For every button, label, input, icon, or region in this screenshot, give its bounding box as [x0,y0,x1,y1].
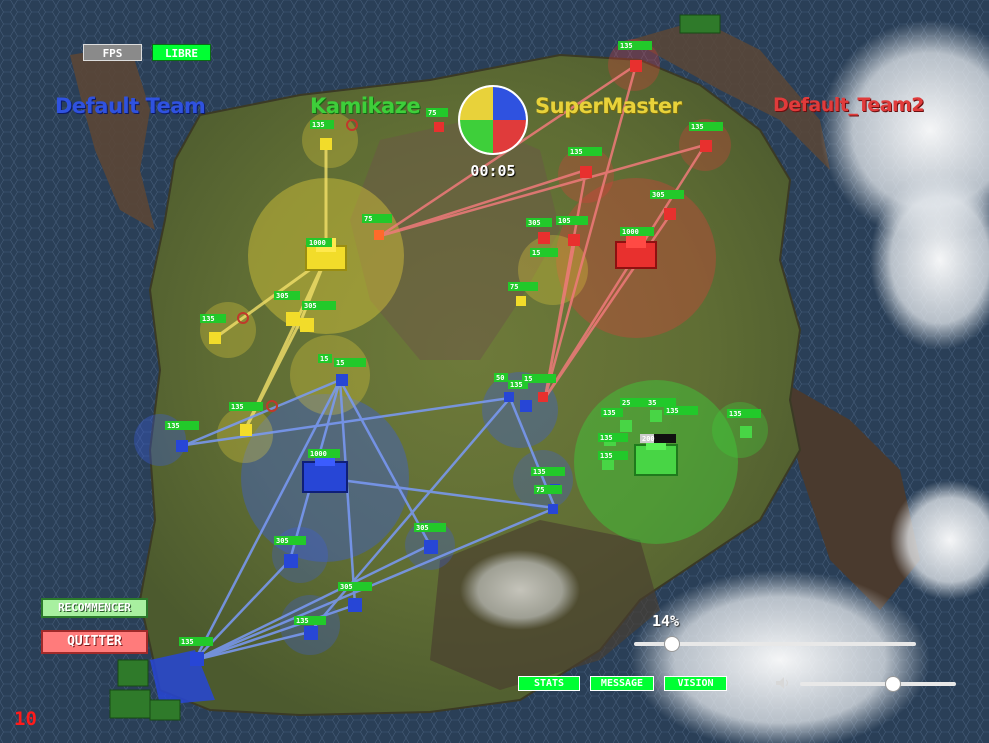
message-button[interactable]: MESSAGE [590,676,654,691]
zoom-slider-track [634,642,916,646]
game-timer: 00:05 [470,162,516,180]
fps-button[interactable]: FPS [83,44,142,61]
libre-button[interactable]: LIBRE [152,44,211,61]
zoom-percent-label: 14% [652,612,680,630]
hp-tag: 1000 [309,239,326,247]
vision-button[interactable]: VISION [664,676,727,691]
hp-tag: 305 [528,219,541,227]
hp-tag: 15 [532,249,540,257]
hp-tag: 135 [167,422,180,430]
hp-tag: 75 [510,283,518,291]
yellow-links [214,145,328,431]
hp-tag: 135 [533,468,546,476]
hp-tag: 135 [691,123,704,131]
speaker-icon[interactable] [775,676,791,690]
hp-tag: 105 [558,217,571,225]
hp-tag: 1000 [310,450,327,458]
target-markers [237,119,358,412]
unit-markers[interactable] [176,60,752,666]
team-pie-icon [458,85,528,155]
hp-tag: 15 [524,375,532,383]
volume-slider-track [800,682,956,686]
restart-button[interactable]: RECOMMENCER [41,598,148,618]
hp-tag: 135 [600,434,613,442]
dirt-patch [350,120,560,360]
volume-slider-thumb[interactable] [885,676,902,692]
volume-slider[interactable] [800,676,956,692]
quit-button[interactable]: QUITTER [41,630,148,654]
yellow-base[interactable] [305,238,347,271]
hp-tag: 305 [416,524,429,532]
cloud [460,550,580,630]
hp-tag: 135 [620,42,633,50]
hp-tag: 135 [202,315,215,323]
hp-tag: 135 [729,410,742,418]
hp-tag: 75 [428,109,436,117]
cloud [630,570,930,743]
hp-tag: 135 [510,381,523,389]
team-default-team2: Default_Team2 [773,94,925,116]
green-blocks [109,14,721,721]
cloud [870,170,989,350]
cliff-right [780,380,920,610]
hp-tag: 135 [181,638,194,646]
hp-tag: 200 [642,435,655,443]
counter-label: 10 [14,708,37,730]
hp-tag: 305 [276,537,289,545]
hp-tag: 135 [666,407,679,415]
hp-tag: 135 [600,452,613,460]
hp-tags: 135 1000 75 135 305 305 15 15 135 135 10… [165,41,761,646]
hp-tag: 135 [312,121,325,129]
hp-tag: 1000 [622,228,639,236]
unit-range [290,335,370,415]
cliff-left [70,45,155,230]
hp-tag: 305 [340,583,353,591]
hp-tag: 305 [276,292,289,300]
team-default-team: Default Team [55,94,206,118]
hp-tag: 305 [652,191,665,199]
hp-tag: 50 [496,374,504,382]
unit-range [272,527,328,583]
hp-tag: 15 [320,355,328,363]
hp-tag: 305 [304,302,317,310]
hp-tag: 25 [622,399,630,407]
hp-tag: 75 [364,215,372,223]
cloud [890,480,989,600]
zoom-slider-thumb[interactable] [663,636,680,652]
team-supermaster: SuperMaster [535,94,682,118]
hp-tag: 135 [296,617,309,625]
red-base[interactable] [615,234,657,269]
hp-tag: 135 [603,409,616,417]
hp-tag: 35 [648,399,656,407]
hp-tag: 135 [231,403,244,411]
zoom-slider[interactable] [634,636,916,652]
hp-tag: 75 [536,486,544,494]
team-kamikaze: Kamikaze [310,94,421,118]
cliff-top [630,20,830,170]
stats-button[interactable]: STATS [518,676,580,691]
hp-tag: 135 [570,148,583,156]
hp-tag: 15 [336,359,344,367]
